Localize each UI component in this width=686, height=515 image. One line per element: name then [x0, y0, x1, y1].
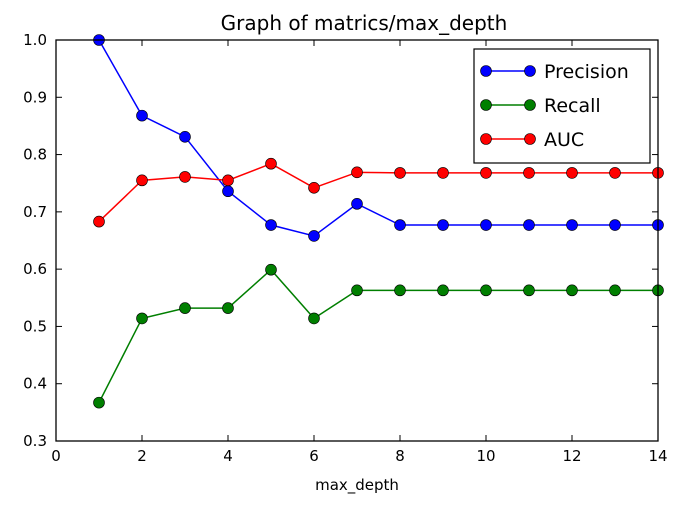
recall-point: [179, 302, 191, 314]
y-tick-label: 0.5: [23, 317, 47, 335]
auc-point: [394, 167, 406, 179]
recall-point: [351, 284, 363, 297]
auc-point: [308, 181, 320, 194]
precision-line: [98, 39, 658, 237]
x-tick-label: 8: [395, 447, 405, 465]
precision-point: [609, 219, 621, 231]
auc-point: [136, 174, 148, 187]
legend-recall-marker: [480, 99, 492, 111]
x-tick-label: 0: [51, 447, 61, 465]
auc-point: [179, 171, 191, 183]
recall-point: [566, 284, 578, 297]
precision-point: [523, 219, 535, 231]
legend-auc-marker: [480, 133, 492, 145]
auc-point: [437, 167, 449, 179]
precision-point: [265, 219, 277, 231]
precision-point: [394, 219, 406, 231]
legend-auc-label: AUC: [544, 129, 584, 151]
auc-point: [265, 157, 277, 170]
recall-point: [308, 312, 320, 325]
precision-point: [308, 230, 320, 242]
x-tick-label: 12: [562, 447, 581, 465]
chart-title: Graph of matrics/max_depth: [221, 11, 508, 35]
y-axis-ticks: 0.3 0.4 0.5 0.6 0.7 0.8 0.9 1.0: [23, 31, 658, 450]
recall-point: [93, 396, 105, 409]
auc-point: [93, 215, 105, 228]
precision-point: [437, 219, 449, 231]
precision-point: [480, 219, 492, 231]
x-axis-ticks: 0 2 4 6 8 10 12 14: [51, 40, 668, 465]
legend-precision-label: Precision: [544, 61, 629, 83]
recall-line: [98, 268, 658, 403]
plot-frame: [55, 39, 659, 442]
y-tick-label: 0.4: [23, 375, 47, 393]
legend-box: [473, 48, 651, 164]
precision-point: [351, 198, 363, 210]
auc-point: [523, 167, 535, 179]
recall-point: [265, 263, 277, 276]
x-tick-label: 6: [309, 447, 319, 465]
legend-recall-marker: [524, 99, 536, 111]
legend-precision-marker: [480, 65, 492, 77]
x-tick-label: 2: [137, 447, 147, 465]
y-tick-label: 0.8: [23, 146, 47, 164]
auc-point: [480, 167, 492, 179]
legend: Precision Recall AUC: [473, 48, 651, 164]
recall-point: [523, 284, 535, 297]
y-tick-label: 0.3: [23, 432, 47, 450]
precision-point: [222, 185, 234, 198]
auc-point: [351, 166, 363, 179]
legend-precision-marker: [524, 65, 536, 77]
x-tick-label: 14: [648, 447, 667, 465]
recall-point: [480, 284, 492, 297]
auc-point: [222, 174, 234, 187]
legend-auc-marker: [524, 133, 536, 145]
legend-recall-label: Recall: [544, 95, 601, 117]
recall-point: [609, 284, 621, 297]
recall-point: [437, 284, 449, 297]
series-layer: [93, 34, 664, 409]
auc-point: [609, 167, 621, 179]
y-tick-label: 0.9: [23, 88, 47, 106]
x-tick-label: 10: [476, 447, 495, 465]
y-tick-label: 0.6: [23, 260, 47, 278]
auc-line: [98, 162, 658, 223]
precision-point: [136, 109, 148, 122]
recall-point: [136, 312, 148, 325]
x-axis-label: max_depth: [315, 476, 399, 495]
auc-point: [566, 167, 578, 179]
x-tick-label: 4: [223, 447, 233, 465]
recall-point: [222, 302, 234, 314]
precision-point: [179, 131, 191, 143]
precision-point: [566, 219, 578, 231]
y-tick-label: 1.0: [23, 31, 47, 49]
recall-point: [394, 284, 406, 297]
y-tick-label: 0.7: [23, 203, 47, 221]
